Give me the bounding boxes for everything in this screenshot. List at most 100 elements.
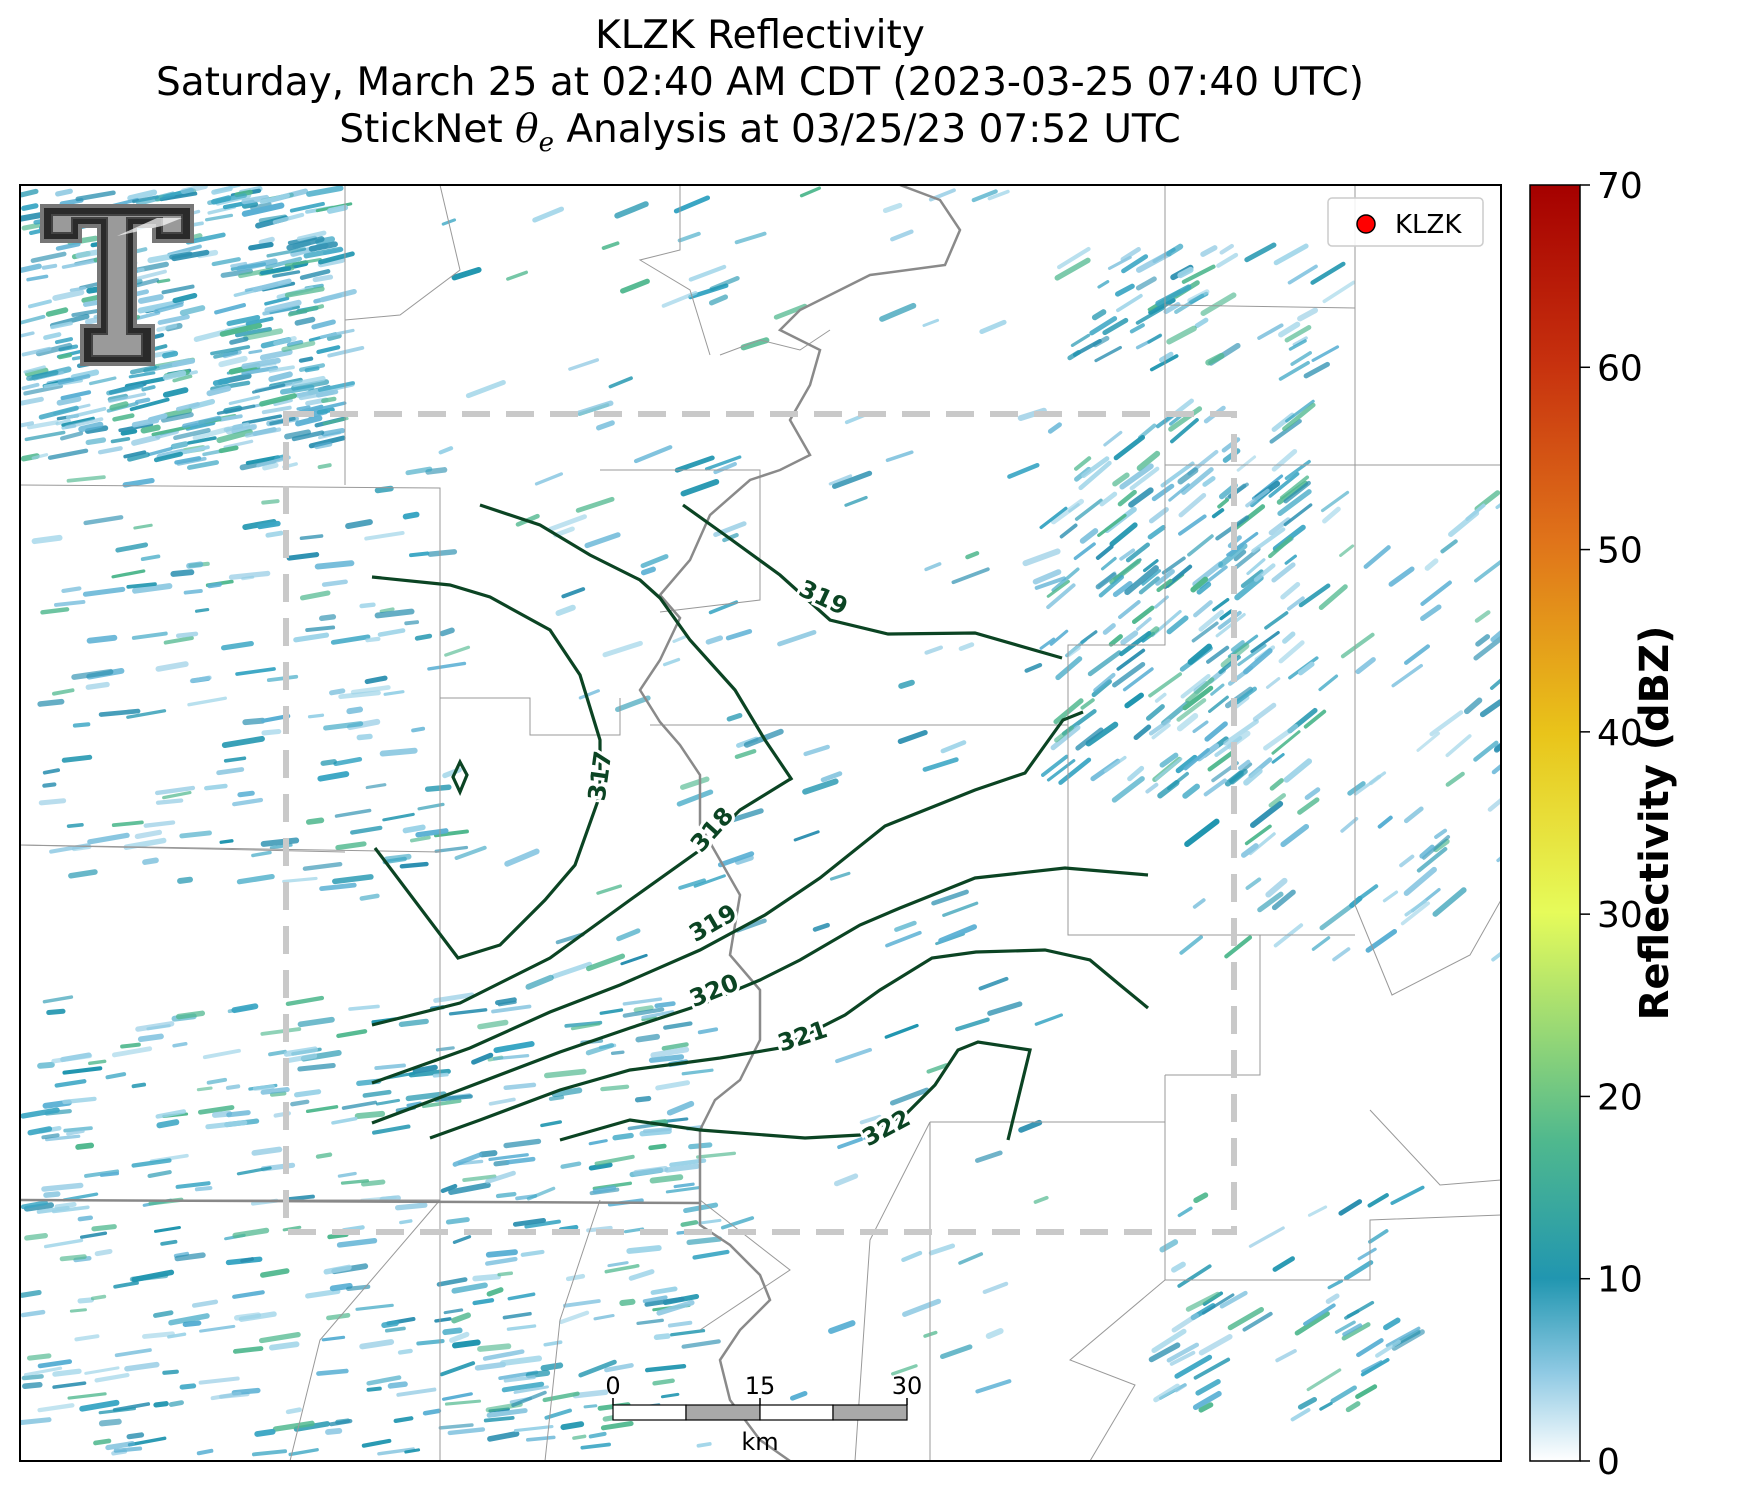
echo-streak [1159, 1239, 1179, 1253]
echo-streak [290, 1099, 310, 1107]
echo-streak [20, 314, 46, 325]
echo-streak [534, 472, 564, 486]
echo-streak [1264, 611, 1289, 630]
echo-streak [1229, 768, 1248, 785]
echo-streak [1338, 1199, 1363, 1216]
echo-streak [924, 645, 944, 655]
echo-streak [41, 1133, 60, 1140]
echo-streak [1067, 350, 1081, 361]
echo-streak [1263, 723, 1299, 751]
echo-streak [37, 1359, 73, 1369]
echo-streak [1166, 1342, 1200, 1363]
echo-streak [640, 554, 669, 569]
echo-streak [168, 1313, 210, 1326]
echo-streak [1390, 1185, 1425, 1205]
echo-streak [586, 953, 626, 972]
echo-streak [1280, 581, 1301, 600]
echo-streak [176, 402, 200, 412]
echo-streak [336, 1029, 368, 1039]
echo-streak [1424, 558, 1439, 571]
echo-streak [366, 1386, 382, 1392]
echo-streak [1244, 824, 1272, 846]
echo-streak [1234, 686, 1257, 705]
echo-streak [75, 1142, 95, 1150]
echo-streak [544, 1408, 572, 1420]
echo-streak [137, 1033, 164, 1043]
echo-streak [214, 303, 246, 315]
echo-streak [269, 1091, 287, 1097]
echo-streak [384, 1326, 406, 1333]
echo-streak [27, 1126, 53, 1136]
echo-streak [439, 627, 455, 637]
echo-streak [725, 629, 753, 641]
echo-streak [1155, 284, 1192, 307]
scale-bar: 0 15 30 km [605, 1372, 922, 1456]
echo-streak [1182, 685, 1214, 711]
echo-streak [1327, 1279, 1344, 1290]
echo-streak [1192, 561, 1224, 587]
scale-tick-label: 0 [605, 1372, 620, 1400]
echo-streak [442, 1327, 463, 1336]
echo-streak [1176, 713, 1199, 732]
echo-streak [204, 213, 234, 222]
echo-streak [928, 1243, 956, 1256]
echo-streak [452, 1235, 472, 1244]
echo-streak [563, 1299, 601, 1308]
echo-streak [331, 1116, 358, 1125]
echo-streak [1223, 719, 1259, 746]
echo-streak [543, 1340, 563, 1347]
echo-streak [610, 1050, 625, 1056]
echo-streak [54, 337, 73, 345]
echo-streak [219, 839, 234, 844]
echo-streak [57, 374, 91, 385]
echo-streak [199, 1324, 236, 1333]
echo-streak [67, 1392, 107, 1400]
echo-streak [31, 453, 49, 460]
echo-streak [114, 1348, 152, 1358]
echo-streak [113, 1446, 143, 1453]
echo-streak [207, 193, 247, 205]
echo-streak [236, 873, 275, 885]
echo-streak [288, 1448, 319, 1457]
echo-streak [1219, 609, 1233, 621]
echo-streak [1285, 399, 1315, 423]
echo-streak [898, 679, 915, 689]
echo-streak [940, 1344, 973, 1360]
echo-streak [485, 1256, 518, 1266]
echo-streak [1304, 787, 1321, 800]
echo-streak [633, 1005, 654, 1013]
echo-streak [1190, 576, 1209, 593]
echo-streak [1322, 280, 1356, 304]
echo-streak [97, 446, 123, 455]
echo-streak [302, 861, 343, 871]
echo-streak [1216, 252, 1239, 268]
echo-streak [593, 1313, 615, 1321]
echo-streak [248, 349, 263, 355]
contour-319b [371, 710, 1084, 1085]
echo-streak [1275, 1349, 1297, 1363]
colorbar-tick-label: 30 [1597, 895, 1643, 936]
echo-streak [326, 333, 342, 341]
echo-streak [168, 1400, 184, 1407]
echo-streak [1272, 1256, 1295, 1272]
echo-streak [153, 1401, 169, 1408]
echo-streak [1250, 630, 1280, 654]
echo-streak [69, 1308, 87, 1313]
echo-streak [438, 1423, 474, 1430]
echo-streak [108, 392, 147, 403]
echo-streak [265, 530, 284, 538]
echo-streak [1271, 889, 1296, 911]
echo-streak [43, 1238, 84, 1249]
echo-streak [350, 685, 391, 695]
echo-streak [1495, 502, 1501, 510]
echo-streak [708, 600, 739, 615]
echo-streak [503, 1375, 536, 1383]
echo-streak [583, 1404, 598, 1409]
echo-streak [155, 1109, 187, 1119]
echo-streak [633, 445, 673, 464]
echo-streak [844, 495, 868, 507]
echo-streak [64, 417, 104, 429]
echo-streak [488, 1153, 529, 1162]
echo-streak [88, 1059, 107, 1066]
echo-streak [1154, 692, 1167, 703]
